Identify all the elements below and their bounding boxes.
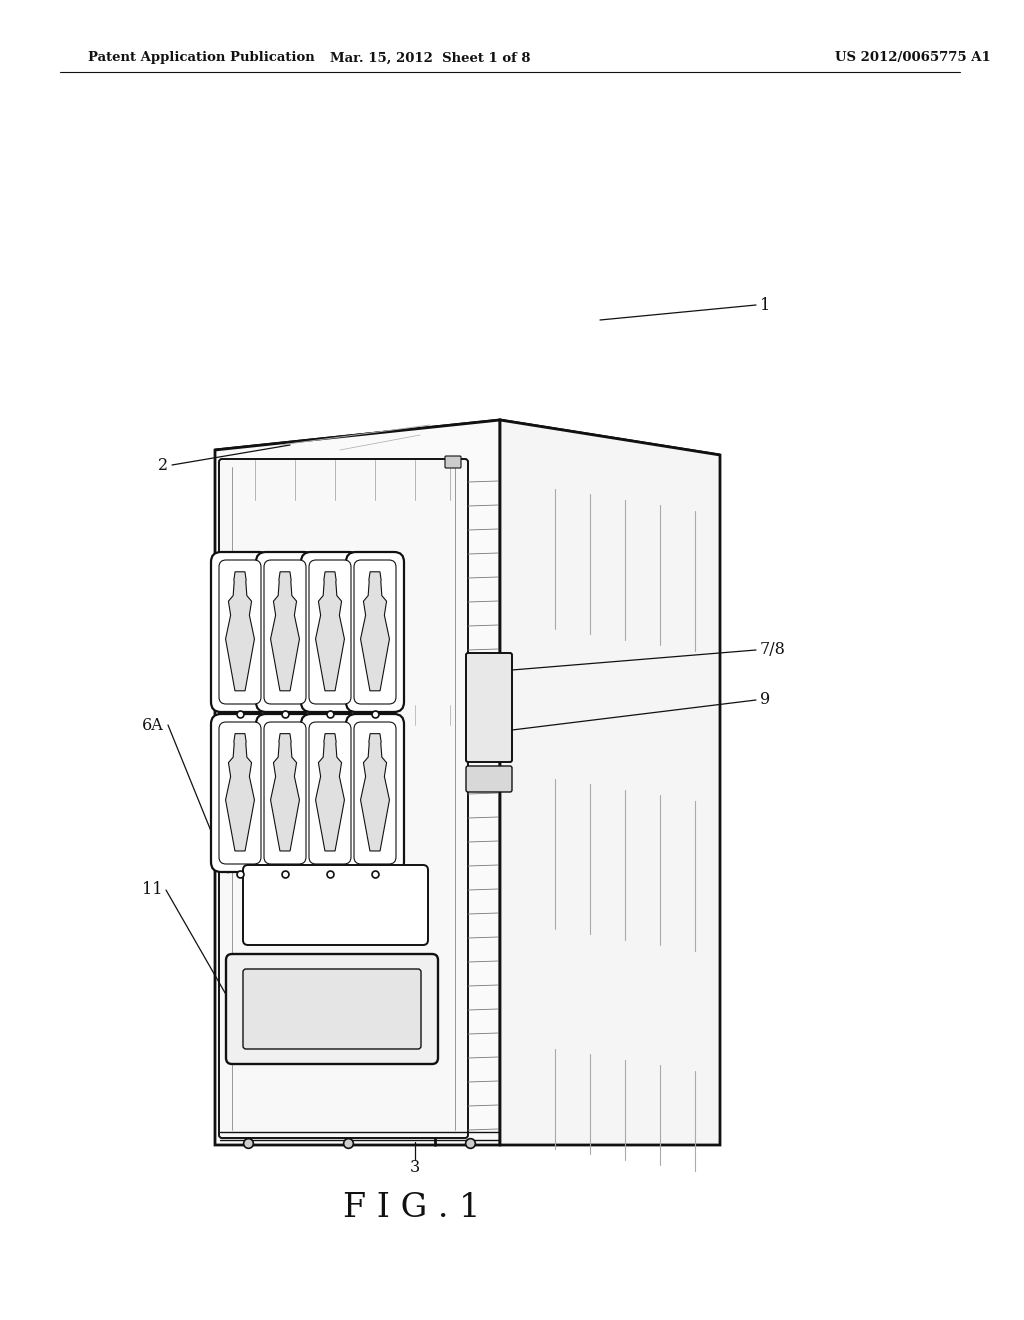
Polygon shape [500, 420, 720, 1144]
Text: 9: 9 [760, 692, 770, 709]
FancyBboxPatch shape [309, 722, 351, 865]
Text: 3: 3 [410, 1159, 420, 1176]
FancyBboxPatch shape [219, 459, 468, 1138]
FancyBboxPatch shape [219, 560, 261, 704]
Polygon shape [315, 572, 344, 690]
FancyBboxPatch shape [301, 552, 359, 711]
Polygon shape [215, 420, 500, 1144]
Polygon shape [360, 734, 389, 851]
FancyBboxPatch shape [301, 714, 359, 873]
Text: 1: 1 [760, 297, 770, 314]
FancyBboxPatch shape [264, 560, 306, 704]
FancyBboxPatch shape [466, 766, 512, 792]
Polygon shape [315, 734, 344, 851]
Text: Mar. 15, 2012  Sheet 1 of 8: Mar. 15, 2012 Sheet 1 of 8 [330, 51, 530, 65]
Text: 7/8: 7/8 [760, 642, 785, 659]
Text: Patent Application Publication: Patent Application Publication [88, 51, 314, 65]
Polygon shape [270, 572, 299, 690]
FancyBboxPatch shape [226, 954, 438, 1064]
FancyBboxPatch shape [243, 865, 428, 945]
Polygon shape [360, 572, 389, 690]
FancyBboxPatch shape [354, 722, 396, 865]
FancyBboxPatch shape [243, 969, 421, 1049]
Polygon shape [225, 734, 254, 851]
Text: 6A: 6A [142, 717, 164, 734]
Text: US 2012/0065775 A1: US 2012/0065775 A1 [835, 51, 991, 65]
FancyBboxPatch shape [445, 455, 461, 469]
FancyBboxPatch shape [264, 722, 306, 865]
FancyBboxPatch shape [466, 653, 512, 762]
FancyBboxPatch shape [354, 560, 396, 704]
FancyBboxPatch shape [256, 552, 314, 711]
FancyBboxPatch shape [219, 722, 261, 865]
Text: 2: 2 [158, 457, 168, 474]
Text: F I G . 1: F I G . 1 [343, 1192, 480, 1224]
FancyBboxPatch shape [346, 714, 404, 873]
Text: 11: 11 [141, 882, 162, 899]
Polygon shape [270, 734, 299, 851]
FancyBboxPatch shape [211, 714, 269, 873]
FancyBboxPatch shape [211, 552, 269, 711]
Polygon shape [215, 420, 720, 490]
FancyBboxPatch shape [256, 714, 314, 873]
Polygon shape [225, 572, 254, 690]
FancyBboxPatch shape [346, 552, 404, 711]
FancyBboxPatch shape [309, 560, 351, 704]
